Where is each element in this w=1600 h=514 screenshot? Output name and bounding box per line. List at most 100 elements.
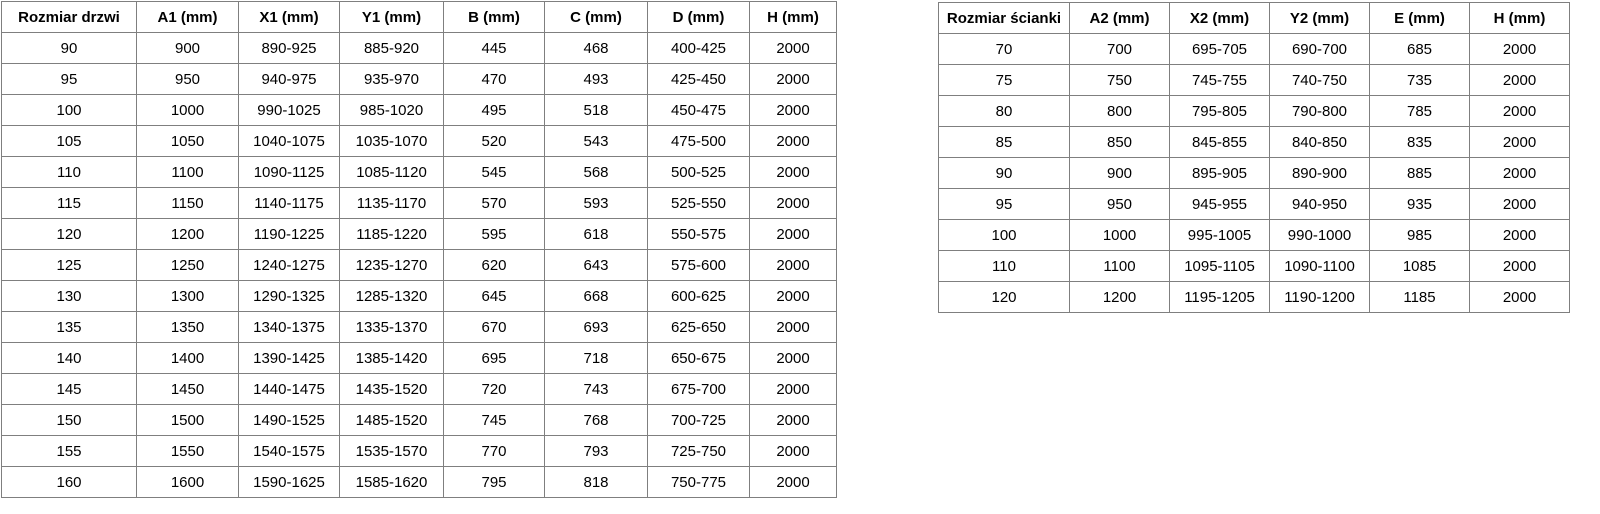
table-cell: 1350 [136, 311, 239, 343]
table-cell: 2000 [1469, 219, 1570, 251]
table-row: 155 1550 1540-1575 1535-1570 770 793 725-750 20… [1, 435, 837, 467]
table-cell: 145 [1, 373, 137, 405]
table-row: 120 1200 1190-1225 1185-1220 595 618 550-575 20… [1, 218, 837, 250]
table-cell: 1440-1475 [238, 373, 340, 405]
table-cell: 750-775 [647, 466, 750, 498]
column-header: H (mm) [1469, 2, 1570, 34]
table-cell: 940-950 [1269, 188, 1370, 220]
table-cell: 495 [443, 94, 545, 126]
table-cell: 1090-1100 [1269, 250, 1370, 282]
table-cell: 1100 [1069, 250, 1170, 282]
table-cell: 795 [443, 466, 545, 498]
table-cell: 770 [443, 435, 545, 467]
column-header: E (mm) [1369, 2, 1470, 34]
table-cell: 795-805 [1169, 95, 1270, 127]
table-cell: 2000 [749, 249, 837, 281]
table-cell: 1435-1520 [339, 373, 444, 405]
table-cell: 1085-1120 [339, 156, 444, 188]
column-header: Y1 (mm) [339, 1, 444, 33]
wall-size-table: Rozmiar ścianki A2 (mm) X2 (mm) Y2 (mm) E (m… [938, 2, 1570, 313]
table-cell: 743 [544, 373, 648, 405]
table-cell: 690-700 [1269, 33, 1370, 65]
table-row: 120 1200 1195-1205 1190-1200 1185 2000 [938, 281, 1570, 313]
table-cell: 1485-1520 [339, 404, 444, 436]
table-cell: 1150 [136, 187, 239, 219]
table-cell: 150 [1, 404, 137, 436]
table-cell: 570 [443, 187, 545, 219]
table-cell: 985 [1369, 219, 1470, 251]
table-row: 85 850 845-855 840-850 835 2000 [938, 126, 1570, 158]
table-cell: 425-450 [647, 63, 750, 95]
table-cell: 2000 [749, 280, 837, 312]
table-cell: 835 [1369, 126, 1470, 158]
table-cell: 2000 [749, 311, 837, 343]
table-cell: 1300 [136, 280, 239, 312]
column-header: A2 (mm) [1069, 2, 1170, 34]
table-cell: 725-750 [647, 435, 750, 467]
table-cell: 130 [1, 280, 137, 312]
table-cell: 995-1005 [1169, 219, 1270, 251]
table-row: 100 1000 995-1005 990-1000 985 2000 [938, 219, 1570, 251]
table-cell: 935 [1369, 188, 1470, 220]
header-row: Rozmiar drzwi A1 (mm) X1 (mm) Y1 (mm) B (mm)… [1, 1, 837, 33]
table-cell: 1195-1205 [1169, 281, 1270, 313]
table-cell: 890-925 [238, 32, 340, 64]
table-cell: 75 [938, 64, 1070, 96]
table-cell: 2000 [749, 373, 837, 405]
table-cell: 1385-1420 [339, 342, 444, 374]
table-cell: 900 [136, 32, 239, 64]
table-cell: 70 [938, 33, 1070, 65]
table-cell: 575-600 [647, 249, 750, 281]
table-cell: 110 [1, 156, 137, 188]
table-cell: 1035-1070 [339, 125, 444, 157]
table-cell: 475-500 [647, 125, 750, 157]
table-cell: 793 [544, 435, 648, 467]
table-cell: 2000 [1469, 281, 1570, 313]
table-cell: 720 [443, 373, 545, 405]
table-cell: 1100 [136, 156, 239, 188]
table-cell: 1490-1525 [238, 404, 340, 436]
table-cell: 1550 [136, 435, 239, 467]
table-cell: 2000 [749, 342, 837, 374]
table-cell: 845-855 [1169, 126, 1270, 158]
table-cell: 1185-1220 [339, 218, 444, 250]
table-cell: 450-475 [647, 94, 750, 126]
table-row: 160 1600 1590-1625 1585-1620 795 818 750-775 20… [1, 466, 837, 498]
table-cell: 1200 [1069, 281, 1170, 313]
table-cell: 525-550 [647, 187, 750, 219]
column-header: Y2 (mm) [1269, 2, 1370, 34]
table-cell: 1050 [136, 125, 239, 157]
table-row: 110 1100 1095-1105 1090-1100 1085 2000 [938, 250, 1570, 282]
table-cell: 80 [938, 95, 1070, 127]
table-cell: 1590-1625 [238, 466, 340, 498]
table-cell: 90 [938, 157, 1070, 189]
table-cell: 740-750 [1269, 64, 1370, 96]
table-cell: 668 [544, 280, 648, 312]
table-cell: 693 [544, 311, 648, 343]
table-cell: 685 [1369, 33, 1470, 65]
table-cell: 625-650 [647, 311, 750, 343]
column-header: B (mm) [443, 1, 545, 33]
table-cell: 1400 [136, 342, 239, 374]
table-cell: 593 [544, 187, 648, 219]
table-cell: 95 [1, 63, 137, 95]
table-cell: 700-725 [647, 404, 750, 436]
table-cell: 885-920 [339, 32, 444, 64]
table-cell: 840-850 [1269, 126, 1370, 158]
table-row: 100 1000 990-1025 985-1020 495 518 450-475 2000 [1, 94, 837, 126]
table-cell: 735 [1369, 64, 1470, 96]
table-cell: 1000 [1069, 219, 1170, 251]
table-cell: 100 [938, 219, 1070, 251]
table-cell: 990-1025 [238, 94, 340, 126]
table-cell: 2000 [749, 125, 837, 157]
table-cell: 550-575 [647, 218, 750, 250]
table-cell: 520 [443, 125, 545, 157]
table-cell: 135 [1, 311, 137, 343]
table-cell: 1600 [136, 466, 239, 498]
table-cell: 1135-1170 [339, 187, 444, 219]
table-row: 115 1150 1140-1175 1135-1170 570 593 525-550 20… [1, 187, 837, 219]
table-row: 90 900 895-905 890-900 885 2000 [938, 157, 1570, 189]
table-cell: 1390-1425 [238, 342, 340, 374]
table-cell: 1585-1620 [339, 466, 444, 498]
table-cell: 850 [1069, 126, 1170, 158]
